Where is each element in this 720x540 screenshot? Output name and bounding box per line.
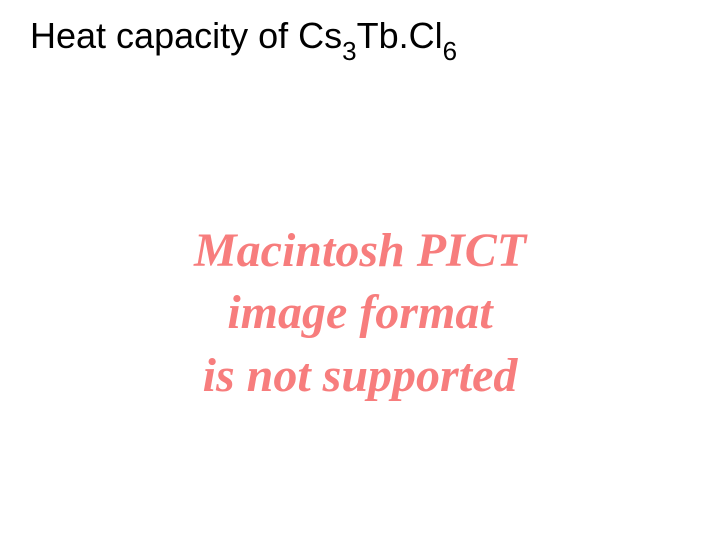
error-line-3: is not supported: [194, 345, 526, 407]
error-line-2: image format: [194, 282, 526, 344]
title-text-mid: Tb.Cl: [357, 15, 443, 56]
title-subscript-1: 3: [342, 36, 356, 66]
title-subscript-2: 6: [443, 36, 457, 66]
title-text-prefix: Heat capacity of Cs: [30, 15, 342, 56]
slide-title: Heat capacity of Cs3Tb.Cl6: [30, 15, 457, 63]
error-line-1: Macintosh PICT: [194, 220, 526, 282]
error-message: Macintosh PICT image format is not suppo…: [194, 220, 526, 407]
